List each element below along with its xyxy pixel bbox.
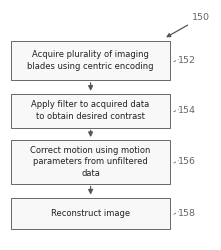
Text: 158: 158 bbox=[178, 208, 196, 218]
Text: 150: 150 bbox=[192, 13, 210, 22]
FancyBboxPatch shape bbox=[11, 140, 170, 184]
Text: Reconstruct image: Reconstruct image bbox=[51, 208, 130, 218]
Text: 154: 154 bbox=[178, 106, 196, 115]
FancyBboxPatch shape bbox=[11, 41, 170, 80]
FancyBboxPatch shape bbox=[11, 94, 170, 128]
FancyBboxPatch shape bbox=[11, 198, 170, 229]
Text: 152: 152 bbox=[178, 56, 196, 65]
Text: Apply filter to acquired data
to obtain desired contrast: Apply filter to acquired data to obtain … bbox=[31, 100, 150, 121]
Text: 156: 156 bbox=[178, 158, 196, 166]
Text: Acquire plurality of imaging
blades using centric encoding: Acquire plurality of imaging blades usin… bbox=[27, 50, 154, 71]
Text: Correct motion using motion
parameters from unfiltered
data: Correct motion using motion parameters f… bbox=[30, 146, 151, 178]
